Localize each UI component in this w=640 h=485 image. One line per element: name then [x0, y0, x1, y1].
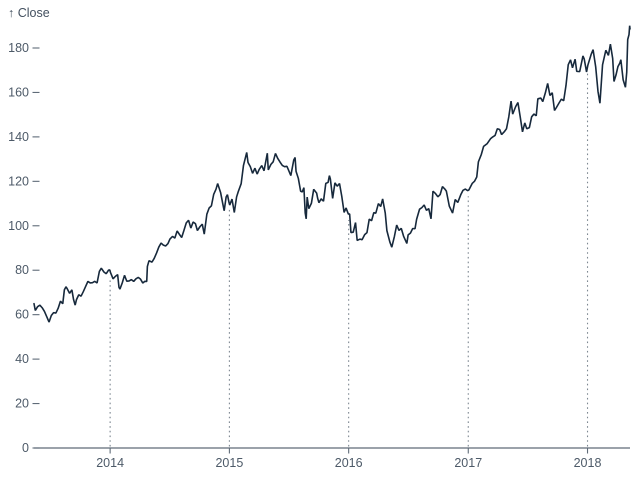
year-grid-rules — [109, 72, 589, 447]
y-tick-label: 40 — [15, 352, 29, 366]
y-axis-title: ↑ Close — [8, 6, 50, 20]
y-tick-label: 60 — [15, 308, 29, 322]
x-tick-label: 2014 — [96, 456, 124, 470]
y-tick-label: 160 — [8, 85, 29, 99]
y-tick-label: 80 — [15, 263, 29, 277]
y-tick-label: 180 — [8, 41, 29, 55]
y-axis: 0 20 40 60 80 100 120 140 160 180 — [8, 41, 40, 455]
close-price-line — [33, 25, 631, 323]
close-series-path — [33, 25, 631, 323]
y-tick-label: 0 — [22, 441, 29, 455]
x-tick-label: 2016 — [335, 456, 363, 470]
x-tick-label: 2015 — [215, 456, 243, 470]
x-tick-label: 2018 — [574, 456, 602, 470]
x-axis: 2014 2015 2016 2017 2018 — [34, 447, 630, 470]
y-tick-label: 100 — [8, 219, 29, 233]
x-tick-label: 2017 — [454, 456, 482, 470]
y-tick-label: 120 — [8, 174, 29, 188]
y-tick-label: 140 — [8, 130, 29, 144]
y-tick-label: 20 — [15, 397, 29, 411]
